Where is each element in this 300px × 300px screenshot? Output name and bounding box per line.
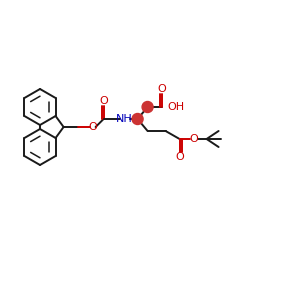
Text: O: O [189,134,198,144]
Circle shape [142,101,153,112]
Text: O: O [88,122,97,132]
Text: OH: OH [167,102,184,112]
Text: O: O [175,152,184,162]
Circle shape [132,113,143,124]
Text: NH: NH [116,114,133,124]
Text: O: O [157,84,166,94]
Text: O: O [99,96,108,106]
